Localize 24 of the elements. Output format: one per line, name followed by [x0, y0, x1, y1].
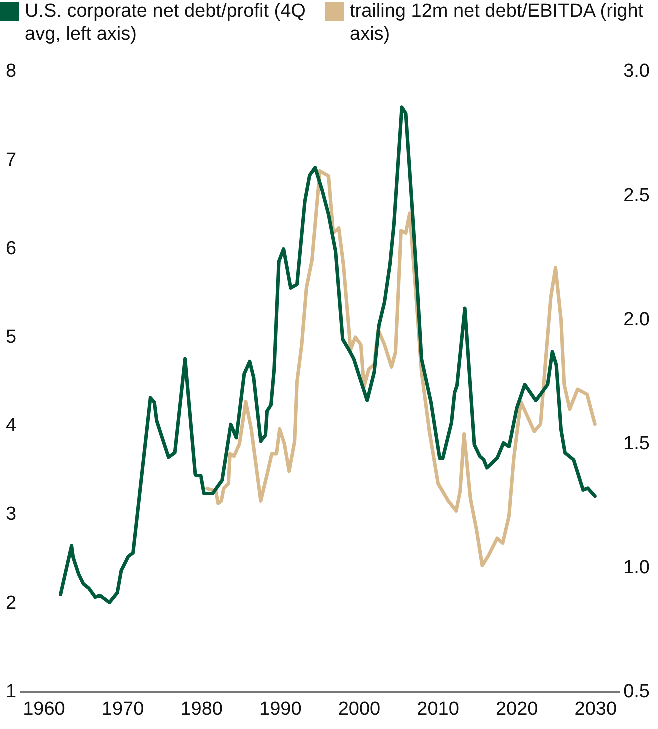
y-tick-label: 7 [6, 150, 17, 171]
legend-label: U.S. corporate net debt/profit (4Q avg, left axis) [25, 0, 307, 46]
y-tick-label: 3 [6, 504, 17, 526]
x-tick-label: 1980 [180, 698, 223, 720]
x-tick-label: 2000 [338, 698, 381, 720]
y2-tick-label: 1.0 [624, 557, 650, 578]
y-tick-label: 8 [6, 61, 17, 82]
y2-tick-label: 3.0 [624, 61, 650, 82]
y2-tick-label: 2.5 [624, 185, 650, 206]
y2-tick-label: 2.0 [624, 309, 650, 330]
x-tick-label: 1970 [102, 698, 144, 720]
y-tick-label: 2 [6, 592, 17, 614]
y2-tick-label: 0.5 [624, 681, 650, 702]
y2-tick-label: 1.5 [624, 433, 650, 454]
y-tick-label: 6 [6, 238, 17, 260]
x-tick-label: 2010 [417, 698, 460, 720]
y-tick-label: 4 [6, 416, 17, 437]
legend-label: trailing 12m net debt/EBITDA (right axis) [350, 0, 645, 46]
y-tick-label: 1 [6, 681, 17, 702]
y-tick-label: 5 [6, 327, 17, 348]
x-tick-label: 2030 [574, 698, 618, 720]
x-tick-label: 1990 [260, 698, 302, 720]
x-tick-label: 2020 [496, 698, 538, 720]
x-tick-label: 1960 [23, 698, 66, 720]
